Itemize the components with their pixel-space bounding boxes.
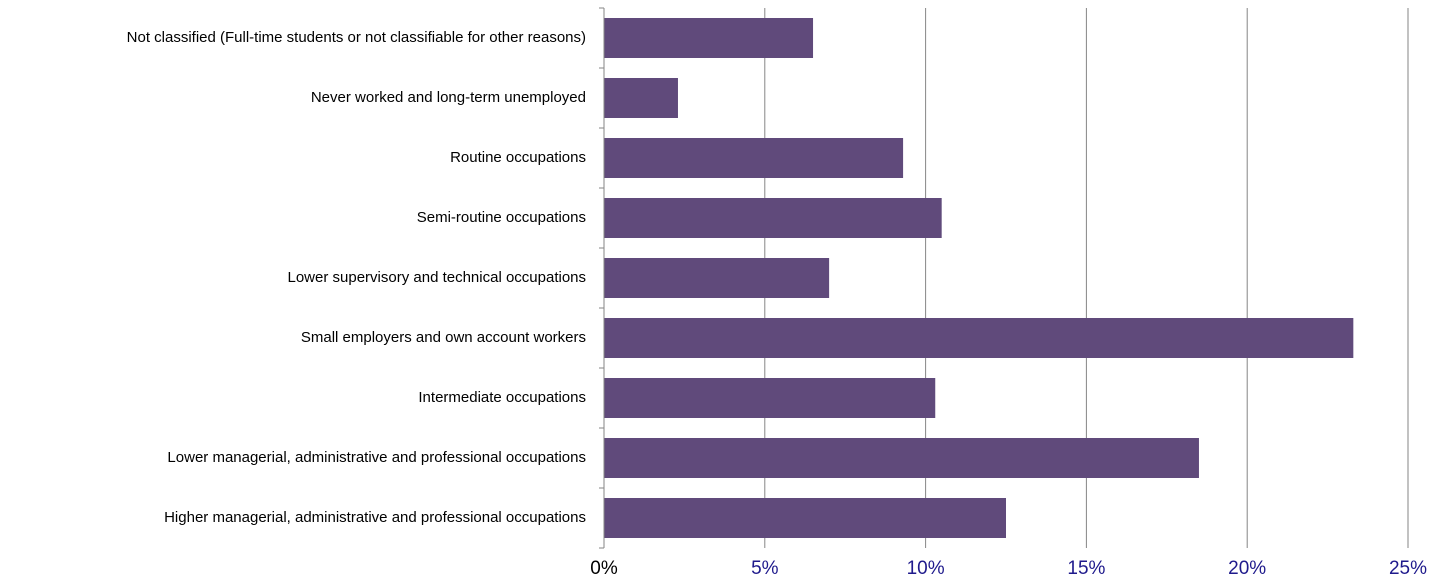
bar-1 [604,18,814,58]
bar-5 [604,258,830,298]
x-tick-label-15: 15% [1067,558,1105,579]
x-tick-label-25: 25% [1389,558,1427,579]
category-labels: Not classified (Full-time students or no… [127,29,586,526]
axes [599,7,605,549]
bars [604,18,1354,538]
bar-4 [604,198,942,238]
x-tick-label-10: 10% [907,558,945,579]
category-label-3: Routine occupations [450,149,586,166]
category-label-7: Intermediate occupations [418,389,586,406]
bar-6 [604,318,1354,358]
category-label-1: Not classified (Full-time students or no… [127,29,586,46]
category-label-2: Never worked and long-term unemployed [311,89,586,106]
x-tick-label-0: 0% [590,558,618,579]
category-label-5: Lower supervisory and technical occupati… [288,269,587,286]
bar-2 [604,78,678,118]
category-label-8: Lower managerial, administrative and pro… [167,449,586,466]
bar-8 [604,438,1199,478]
bar-9 [604,498,1006,538]
x-tick-labels: 0% 5% 10% 15% 20% 25% [590,558,1427,579]
x-tick-label-20: 20% [1228,558,1266,579]
bar-3 [604,138,904,178]
category-label-9: Higher managerial, administrative and pr… [164,509,586,526]
x-tick-label-5: 5% [751,558,779,579]
category-label-4: Semi-routine occupations [417,209,586,226]
category-label-6: Small employers and own account workers [301,329,586,346]
bar-7 [604,378,936,418]
